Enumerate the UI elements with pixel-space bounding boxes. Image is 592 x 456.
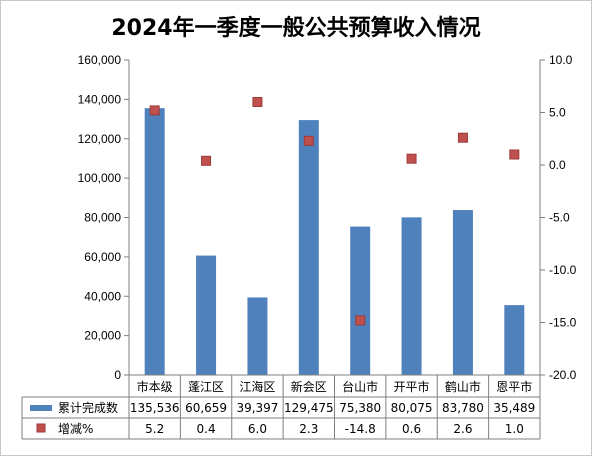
category-label: 鹤山市 — [445, 379, 481, 394]
left-tick-label: 20,000 — [84, 329, 121, 343]
category-label: 新会区 — [291, 379, 327, 394]
table-bar-value: 39,397 — [236, 401, 278, 415]
table-bar-value: 135,536 — [130, 401, 180, 415]
table-bar-value: 60,659 — [185, 401, 227, 415]
category-label: 蓬江区 — [188, 380, 224, 394]
bar — [196, 255, 217, 375]
left-tick-label: 40,000 — [84, 289, 121, 303]
table-pct-value: 5.2 — [145, 422, 164, 436]
bar — [401, 217, 422, 375]
left-tick-label: 160,000 — [78, 53, 122, 67]
right-tick-label: 0.0 — [549, 158, 566, 172]
left-tick-label: 0 — [114, 368, 121, 382]
pct-point — [509, 149, 520, 160]
table-pct-value: 2.3 — [299, 422, 318, 436]
bar — [452, 210, 473, 375]
table-pct-value: -14.8 — [345, 422, 376, 436]
right-tick-label: -20.0 — [549, 368, 577, 382]
pct-point — [406, 153, 417, 164]
right-tick-label: -15.0 — [549, 316, 577, 330]
right-tick-label: 5.0 — [549, 106, 566, 120]
chart-title: 2024年一季度一般公共预算收入情况 — [111, 16, 481, 41]
table-bar-value: 75,380 — [339, 401, 381, 415]
bar — [298, 120, 319, 375]
pct-point — [355, 315, 366, 326]
pct-point — [201, 155, 212, 166]
left-tick-label: 140,000 — [78, 92, 122, 106]
bar — [504, 305, 525, 375]
pct-point — [457, 132, 468, 143]
table-pct-value: 0.6 — [402, 422, 421, 436]
category-label: 市本级 — [137, 379, 173, 394]
category-label: 台山市 — [342, 379, 378, 394]
table-pct-value: 6.0 — [248, 422, 267, 436]
legend-pct-label: 增减% — [58, 422, 93, 436]
category-label: 开平市 — [394, 379, 430, 394]
category-label: 恩平市 — [496, 379, 532, 394]
right-tick-label: 10.0 — [549, 53, 573, 67]
table-pct-value: 1.0 — [505, 422, 524, 436]
bar — [144, 108, 165, 375]
left-tick-label: 100,000 — [78, 171, 122, 185]
category-label: 江海区 — [239, 379, 275, 394]
pct-point — [303, 135, 314, 146]
legend-pct-key — [36, 423, 46, 433]
legend-bar-label: 累计完成数 — [58, 400, 118, 415]
bar — [247, 297, 268, 375]
table-pct-value: 0.4 — [197, 422, 216, 436]
table-bar-value: 83,780 — [442, 401, 484, 415]
legend-bar-key — [30, 405, 52, 411]
pct-point — [252, 97, 263, 107]
table-bar-value: 35,489 — [493, 401, 535, 415]
right-tick-label: -5.0 — [549, 211, 570, 225]
table-bar-value: 129,475 — [284, 401, 334, 415]
table-bar-value: 80,075 — [391, 401, 433, 415]
right-tick-label: -10.0 — [549, 263, 577, 277]
table-pct-value: 2.6 — [453, 422, 472, 436]
pct-point — [149, 105, 160, 116]
left-tick-label: 60,000 — [84, 250, 121, 264]
left-tick-label: 120,000 — [78, 132, 122, 146]
left-tick-label: 80,000 — [84, 211, 121, 225]
bar — [350, 226, 371, 375]
